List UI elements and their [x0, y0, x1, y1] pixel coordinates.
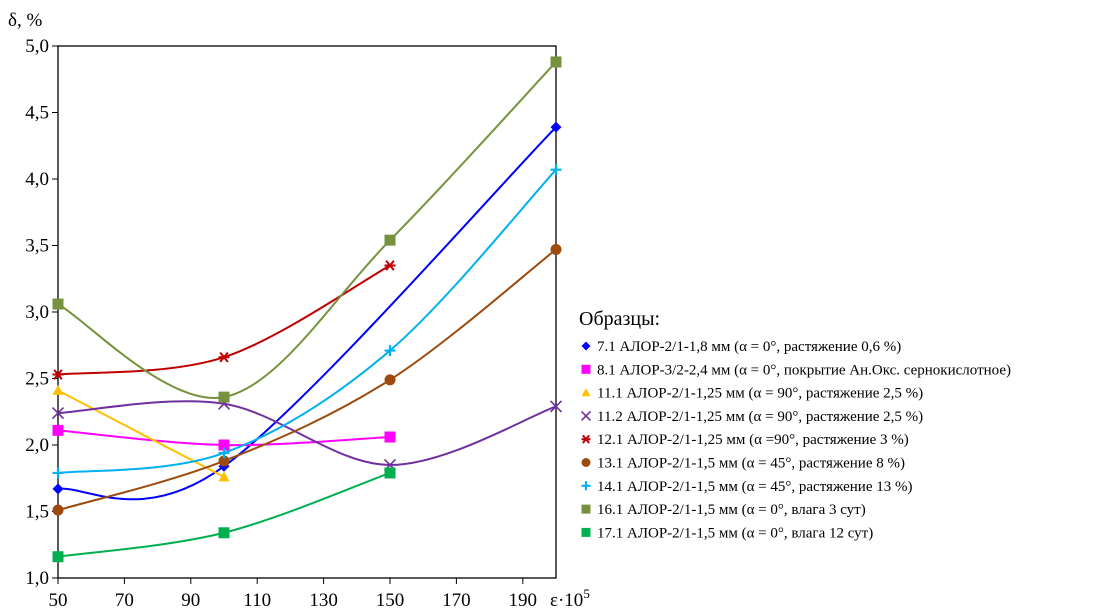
y-tick-label: 2,0: [25, 435, 49, 456]
x-tick-label: 110: [243, 590, 271, 611]
y-tick-label: 4,5: [25, 103, 49, 124]
legend-entry: 8.1 АЛОР-3/2-2,4 мм (α = 0°, покрытие Ан…: [597, 362, 1011, 378]
data-point: [218, 471, 230, 482]
data-point: [218, 351, 230, 363]
x-tick-label: 150: [376, 590, 405, 611]
legend-title: Образцы:: [579, 308, 660, 330]
data-point: [218, 391, 230, 403]
data-point: [384, 260, 396, 271]
x-tick-label: 50: [49, 590, 68, 611]
data-point: [52, 467, 64, 479]
x-tick-label: 90: [181, 590, 200, 611]
series-line-4: [57, 400, 557, 466]
data-point: [384, 467, 396, 479]
legend-entry: 7.1 АЛОР-2/1-1,8 мм (α = 0°, растяжение …: [597, 339, 901, 355]
legend-marker: [580, 410, 592, 421]
series-line-8: [57, 61, 557, 399]
legend-marker: [581, 388, 591, 397]
legend-marker: [581, 458, 591, 467]
x-tick-label: 70: [115, 590, 134, 611]
legend: Образцы: 7.1 АЛОР-2/1-1,8 мм (α = 0°, ра…: [579, 308, 1011, 541]
legend-marker: [581, 341, 591, 351]
data-point: [52, 369, 64, 380]
y-tick-label: 5,0: [25, 36, 49, 57]
series-line-3: [57, 389, 225, 478]
series-markers: [51, 56, 563, 563]
data-point: [52, 424, 64, 436]
data-point: [384, 431, 396, 443]
legend-entry: 17.1 АЛОР-2/1-1,5 мм (α = 0°, влага 12 с…: [597, 525, 873, 541]
legend-marker: [581, 481, 591, 491]
x-axis-title-exponent: 5: [583, 586, 590, 601]
legend-entry: 14.1 АЛОР-2/1-1,5 мм (α = 45°, растяжени…: [597, 479, 912, 495]
y-tick-label: 3,0: [25, 302, 49, 323]
data-point: [549, 400, 563, 413]
x-tick-label: 170: [442, 590, 471, 611]
data-point: [52, 483, 64, 495]
legend-entry: 11.1 АЛОР-2/1-1,25 мм (α = 90°, растяжен…: [597, 386, 923, 402]
data-point: [52, 384, 64, 395]
y-tick-label: 1,0: [25, 568, 49, 589]
data-point: [550, 243, 562, 255]
legend-marker: [581, 364, 591, 374]
tick-labels: 1,0 1,5 2,0 2,5 3,0 3,5 4,0 4,5 5,0 50 70 90 110 130 1…: [25, 36, 537, 611]
series-line-6: [57, 248, 557, 512]
legend-entry: 11.2 АЛОР-2/1-1,25 мм (α = 90°, растяжен…: [597, 409, 923, 425]
legend-marker: [581, 434, 591, 444]
data-point: [384, 234, 396, 246]
data-point: [218, 447, 230, 459]
data-point: [218, 527, 230, 539]
data-point: [218, 439, 230, 451]
data-point: [384, 345, 396, 357]
y-tick-label: 4,0: [25, 169, 49, 190]
y-axis-title: δ, %: [8, 10, 42, 31]
data-point: [550, 121, 562, 133]
x-axis-title: ε·105: [550, 586, 590, 611]
data-point: [52, 504, 64, 516]
data-point: [52, 298, 64, 310]
series-lines: [57, 61, 557, 558]
legend-entry: 12.1 АЛОР-2/1-1,25 мм (α =90°, растяжени…: [597, 432, 909, 448]
x-tick-label: 130: [309, 590, 338, 611]
series-line-9: [57, 471, 391, 558]
data-point: [52, 551, 64, 563]
y-tick-label: 1,5: [25, 502, 49, 523]
legend-entry: 16.1 АЛОР-2/1-1,5 мм (α = 0°, влага 3 су…: [597, 502, 866, 518]
data-point: [550, 56, 562, 68]
legend-marker: [581, 504, 591, 514]
legend-entry: 13.1 АЛОР-2/1-1,5 мм (α = 45°, растяжени…: [597, 456, 905, 472]
y-tick-label: 2,5: [25, 369, 49, 390]
data-point: [384, 374, 396, 386]
x-tick-label: 190: [509, 590, 538, 611]
series-line-1: [57, 126, 557, 501]
data-point: [51, 407, 65, 420]
data-point: [550, 164, 562, 176]
data-point: [218, 455, 230, 467]
y-tick-label: 3,5: [25, 236, 49, 257]
series-line-7: [57, 169, 557, 474]
legend-marker: [581, 527, 591, 537]
chart-axes: [52, 45, 557, 584]
